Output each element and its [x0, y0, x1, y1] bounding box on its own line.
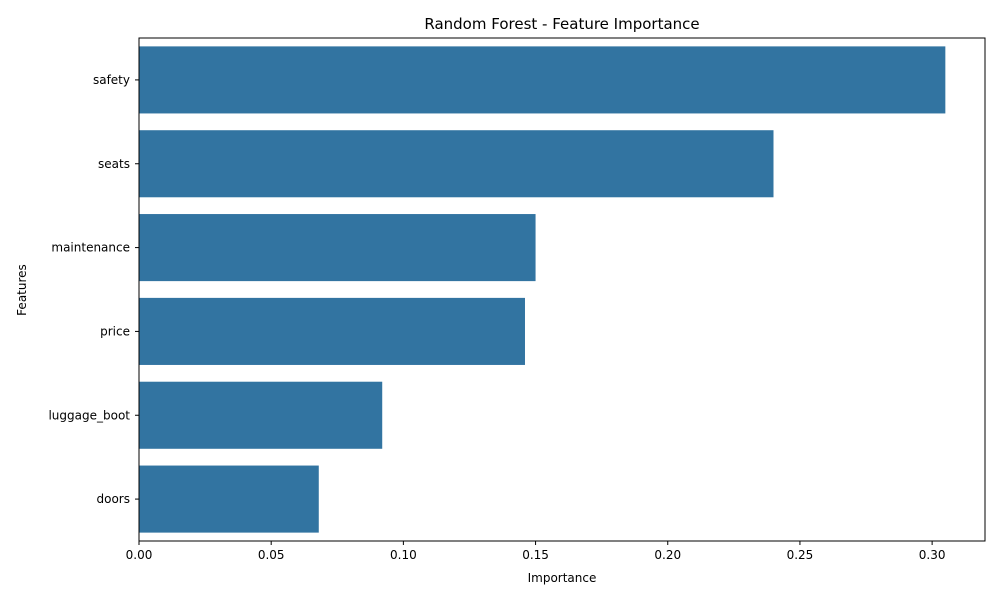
- axes-layer: safety seats maintenance price luggage_bootd…: [48, 37, 986, 562]
- bar-maintenance: [139, 214, 536, 282]
- bar-doors: [139, 465, 319, 533]
- x-tick-label-2: 0.10: [390, 548, 417, 562]
- x-tick-label-5: 0.25: [787, 548, 814, 562]
- bar-seats: [139, 130, 774, 198]
- y-tick-label-safety: safety: [93, 73, 130, 87]
- bars-layer: [139, 46, 946, 533]
- bar-luggage_boot: [139, 381, 383, 449]
- plot-frame: [138, 37, 986, 542]
- y-tick-label-seats: seats: [98, 157, 130, 171]
- y-axis-label: Features: [15, 264, 29, 316]
- y-tick-label-doors: doors: [97, 492, 131, 506]
- x-tick-label-3: 0.15: [522, 548, 549, 562]
- bar-safety: [139, 46, 946, 114]
- y-tick-label-maintenance: maintenance: [51, 241, 130, 255]
- x-tick-label-0: 0.00: [126, 548, 153, 562]
- x-tick-label-6: 0.30: [919, 548, 946, 562]
- y-tick-label-price: price: [100, 324, 130, 338]
- y-tick-label-luggage_boot: luggage_boot: [48, 408, 130, 422]
- x-tick-label-1: 0.05: [258, 548, 285, 562]
- x-axis-label: Importance: [528, 571, 597, 585]
- bar-price: [139, 297, 525, 365]
- x-tick-label-4: 0.20: [654, 548, 681, 562]
- chart-title: Random Forest - Feature Importance: [424, 15, 699, 33]
